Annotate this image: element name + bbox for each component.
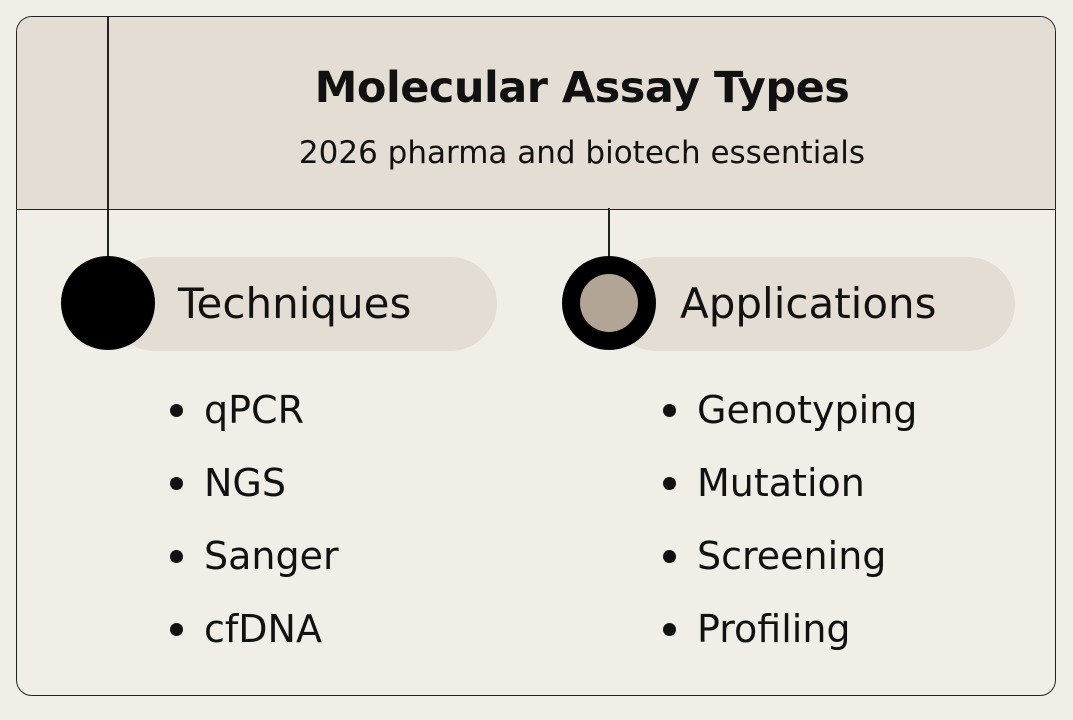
ring-circle-icon — [562, 256, 656, 350]
list-item: cfDNA — [170, 593, 339, 666]
list-item: Profiling — [663, 593, 917, 666]
ring-inner-fill — [580, 274, 638, 332]
list-item: qPCR — [170, 374, 339, 447]
item-label: NGS — [204, 461, 286, 505]
techniques-pill — [108, 257, 497, 351]
bullet-icon — [663, 623, 676, 636]
techniques-heading: Techniques — [178, 279, 412, 328]
bullet-icon — [170, 477, 183, 490]
bullet-icon — [170, 550, 183, 563]
bullet-icon — [170, 623, 183, 636]
applications-pill — [609, 257, 1015, 351]
connector-line-right — [608, 208, 610, 258]
applications-list: Genotyping Mutation Screening Profiling — [663, 374, 917, 666]
list-item: Sanger — [170, 520, 339, 593]
bullet-icon — [663, 550, 676, 563]
infographic-card: Molecular Assay Types 2026 pharma and bi… — [16, 16, 1056, 696]
list-item: Screening — [663, 520, 917, 593]
applications-heading: Applications — [680, 279, 937, 328]
bullet-icon — [663, 477, 676, 490]
bullet-icon — [663, 404, 676, 417]
solid-circle-icon — [61, 256, 155, 350]
list-item: Mutation — [663, 447, 917, 520]
list-item: NGS — [170, 447, 339, 520]
item-label: Mutation — [697, 461, 865, 505]
item-label: qPCR — [204, 388, 304, 432]
page-subtitle: 2026 pharma and biotech essentials — [298, 135, 866, 171]
item-label: Sanger — [204, 534, 339, 578]
item-label: Genotyping — [697, 388, 918, 432]
item-label: Screening — [697, 534, 887, 578]
page-title: Molecular Assay Types — [314, 63, 850, 113]
techniques-list: qPCR NGS Sanger cfDNA — [170, 374, 339, 666]
bullet-icon — [170, 404, 183, 417]
connector-line-left — [107, 16, 109, 258]
item-label: Profiling — [697, 607, 851, 651]
header-band: Molecular Assay Types 2026 pharma and bi… — [17, 17, 1055, 210]
item-label: cfDNA — [204, 607, 322, 651]
list-item: Genotyping — [663, 374, 917, 447]
